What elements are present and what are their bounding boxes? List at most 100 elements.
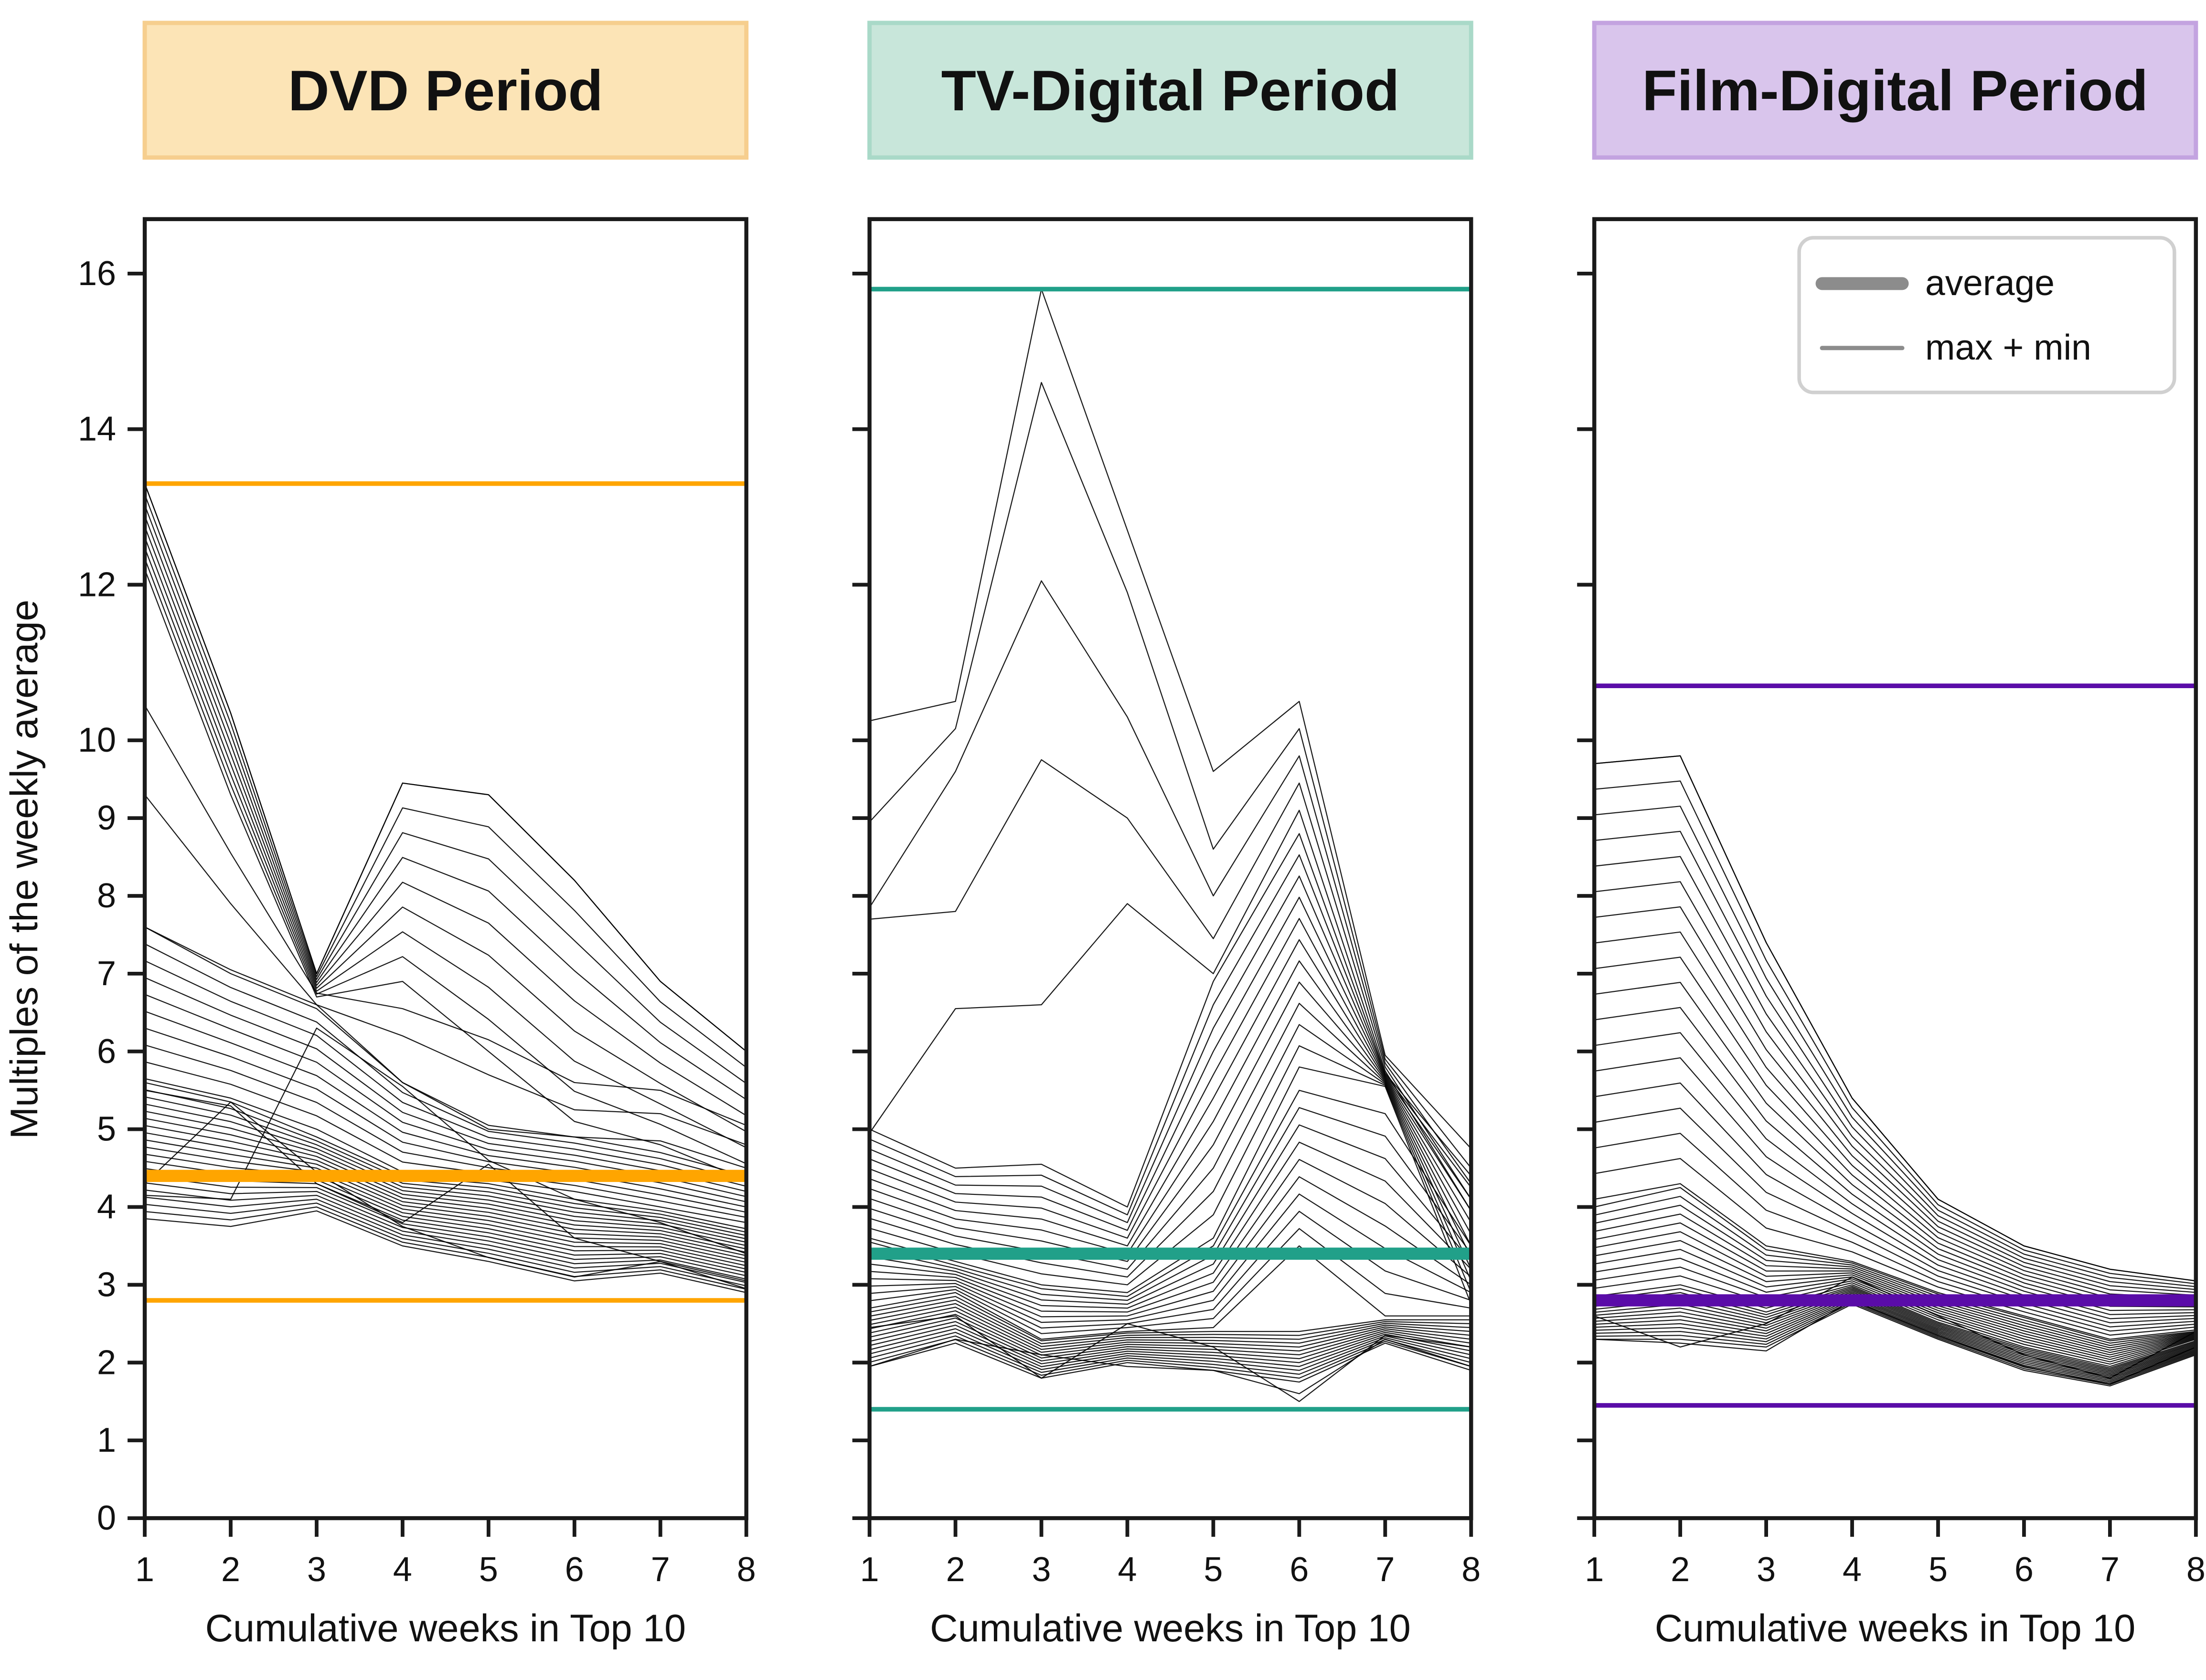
fan-line	[1594, 931, 2196, 1302]
fan-line	[144, 1110, 746, 1243]
fan-line	[144, 977, 746, 1192]
fan-line	[1594, 957, 2196, 1305]
y-tick-label: 1	[97, 1421, 116, 1459]
fan-line	[1594, 881, 2196, 1296]
y-tick-label: 6	[97, 1032, 116, 1071]
fan-line	[869, 1315, 1471, 1402]
y-tick-label: 9	[97, 799, 116, 837]
fan-line	[1594, 830, 2196, 1290]
fan-line	[144, 494, 747, 1068]
fan-line	[1594, 1107, 2196, 1328]
fan-line	[1594, 1133, 2196, 1332]
fan-line	[869, 960, 1472, 1255]
fan-line	[144, 1132, 746, 1253]
axes-box	[1592, 217, 2198, 1521]
panel-film-digital: 1 2 3 4 5 6 7 8	[1577, 217, 2206, 1589]
film-digital-title: Film-Digital Period	[1642, 59, 2148, 123]
fan-line	[1594, 1158, 2196, 1336]
fan-line	[1594, 1299, 2196, 1385]
fan-line	[1594, 1298, 2196, 1381]
x-tick-label: 6	[1289, 1551, 1309, 1589]
fan-line	[869, 1193, 1471, 1323]
fan-line	[144, 1078, 746, 1223]
fan-line	[1594, 1294, 2196, 1377]
fan-line	[869, 1342, 1471, 1383]
axes-box	[867, 217, 1473, 1521]
x-tick-label: 8	[1461, 1551, 1481, 1589]
fan-line	[144, 926, 747, 1177]
x-tick-label: 7	[651, 1551, 670, 1589]
fan-line	[869, 1245, 1471, 1340]
fan-line	[1594, 856, 2196, 1293]
fan-line	[869, 1090, 1472, 1297]
fan-line	[144, 705, 747, 1126]
fan-line	[869, 1321, 1471, 1361]
y-axis-label: Multiples of the weekly average	[3, 600, 46, 1139]
fan-line	[144, 547, 747, 1148]
fan-line	[869, 1024, 1472, 1281]
fan-line	[144, 558, 747, 1164]
fan-line	[869, 833, 1472, 1208]
fan-line	[1594, 1057, 2196, 1319]
y-tick-label: 2	[97, 1343, 116, 1382]
fan-line	[144, 1103, 746, 1240]
title-row: DVD Period TV-Digital Period Film-Digita…	[142, 21, 2198, 160]
fan-line	[869, 1324, 1471, 1364]
x-tick-label: 8	[737, 1551, 756, 1589]
fan-line	[869, 1107, 1472, 1301]
fan-line	[869, 1159, 1472, 1313]
fan-line	[1594, 1249, 2196, 1358]
fan-line	[869, 1331, 1471, 1371]
x-tick-label: 4	[393, 1551, 412, 1589]
legend-maxmin-label: max + min	[1925, 327, 2091, 367]
fan-line	[1594, 1007, 2196, 1311]
fan-line	[869, 288, 1472, 1149]
fan-line	[1594, 1196, 2196, 1344]
fan-line	[144, 1189, 746, 1280]
y-tick-label: 14	[78, 410, 116, 448]
x-axis-label-film: Cumulative weeks in Top 10	[1655, 1607, 2136, 1650]
fan-line	[869, 382, 1472, 1169]
fan-line	[144, 1125, 746, 1250]
x-tick-label: 1	[135, 1551, 154, 1589]
fan-line	[1594, 1032, 2196, 1315]
x-axis-label-tv: Cumulative weeks in Top 10	[930, 1607, 1411, 1650]
fan-line	[144, 1139, 746, 1256]
x-tick-label: 6	[565, 1551, 584, 1589]
x-tick-label: 4	[1843, 1551, 1862, 1589]
fan-line	[869, 1296, 1471, 1341]
x-tick-label: 3	[1032, 1551, 1051, 1589]
fan-line	[144, 569, 747, 1180]
tv-digital-title-box	[867, 21, 1473, 160]
fan-line	[144, 1175, 746, 1273]
legend: average max + min	[1797, 236, 2176, 394]
fan-line	[144, 943, 746, 1182]
fan-line	[1594, 1304, 2196, 1387]
fan-line	[1594, 806, 2196, 1287]
fan-line	[869, 918, 1472, 1239]
x-tick-label: 7	[2100, 1551, 2120, 1589]
fan-line	[869, 1141, 1472, 1309]
fan-line	[869, 1328, 1471, 1367]
x-tick-label: 6	[2014, 1551, 2034, 1589]
fan-line	[869, 1211, 1471, 1329]
fan-line	[1594, 1183, 2196, 1340]
fan-line	[869, 854, 1472, 1215]
y-tick-label: 16	[78, 255, 116, 293]
fan-line	[144, 1090, 746, 1282]
x-tick-label: 1	[1585, 1551, 1604, 1589]
fan-line	[869, 1314, 1471, 1356]
x-tick-label: 5	[1204, 1551, 1223, 1589]
fan-line	[869, 759, 1472, 1200]
tv-digital-title: TV-Digital Period	[941, 59, 1400, 123]
film-digital-title-box	[1592, 21, 2198, 160]
x-tick-label: 7	[1375, 1551, 1395, 1589]
x-tick-label: 4	[1118, 1551, 1137, 1589]
fan-line	[144, 1210, 746, 1293]
fan-line	[869, 1124, 1472, 1305]
fan-line	[1594, 1240, 2196, 1356]
fan-line	[1594, 1297, 2196, 1380]
fan-line	[869, 1228, 1471, 1334]
